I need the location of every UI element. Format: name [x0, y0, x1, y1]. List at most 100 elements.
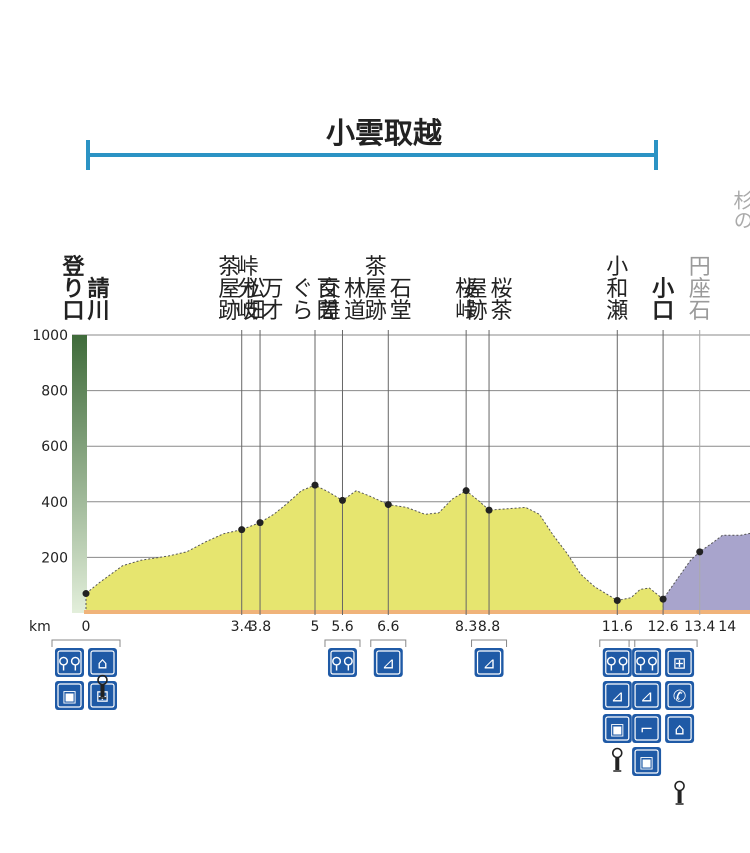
landmark-label-char: 道 [344, 299, 366, 324]
x-tick-label: 5 [311, 619, 320, 635]
svg-text:⊿: ⊿ [382, 654, 395, 673]
landmark-label-char: 円 [689, 255, 711, 280]
landmark-label-char: 川 [86, 299, 109, 324]
landmark-label-char: 石 [390, 277, 412, 302]
section-area [85, 484, 664, 614]
landmark-label-char: 屋 [218, 277, 240, 302]
section-bracket: 小雲取越 [86, 116, 658, 170]
landmark-label-char: 小 [606, 255, 628, 280]
svg-text:⚲⚲: ⚲⚲ [635, 654, 658, 673]
bench-icon: ⊿ [602, 681, 632, 710]
rest-house-icon: ⌂ [88, 648, 117, 677]
svg-text:▣: ▣ [639, 753, 654, 772]
landmark-label-char: 口 [62, 299, 84, 324]
svg-text:⌂: ⌂ [97, 654, 107, 673]
svg-text:⚲⚲: ⚲⚲ [58, 654, 81, 673]
landmark-label-char: 万 [262, 277, 284, 302]
landmark-label-char: 堂 [390, 299, 412, 324]
section-title: 小雲取越 [326, 116, 443, 150]
landmark-label: 小和瀬 [606, 255, 628, 324]
landmark-label-char: 跡 [365, 299, 387, 324]
facility-bracket [51, 639, 121, 647]
landmark-label-char: ぐ [291, 277, 313, 302]
toilet-icon: ⚲⚲ [632, 648, 662, 677]
facility-bracket [324, 639, 361, 647]
vending-machine-icon: ▣ [602, 714, 632, 743]
landmark-label-char: 座 [689, 277, 711, 302]
landmark-label-char: 請 [87, 276, 109, 302]
water-tap-icon [611, 747, 623, 772]
landmark-label-char: 岐 [237, 299, 259, 324]
x-tick-label: 0 [82, 619, 91, 635]
souvenir-icon: ⊞ [665, 648, 695, 677]
svg-text:⚲⚲: ⚲⚲ [331, 654, 354, 673]
landmark-label-char: 差 [319, 299, 341, 324]
landmark-label-char: 登 [61, 255, 85, 280]
landmark-label-char: 峠 [237, 255, 259, 280]
landmark-label-char: 峠 [455, 299, 477, 324]
svg-text:⌂: ⌂ [675, 720, 685, 739]
rest-house-icon: ⌂ [665, 714, 695, 743]
landmark-label-char: 小 [652, 277, 674, 302]
next-section-label: 杉の [730, 190, 750, 230]
landmark-label-char: 桜 [491, 277, 513, 302]
baseline-strip [84, 610, 750, 614]
landmarks: 請川登り口松畑茶屋跡万才峠分岐百間ぐら林道交差石堂茶屋跡桜峠桜茶屋跡小和瀬小口円… [61, 255, 711, 615]
svg-text:⚲⚲: ⚲⚲ [606, 654, 629, 673]
y-tick-label: 1000 [32, 328, 68, 344]
vending-machine-icon: ▣ [55, 681, 84, 710]
landmark-label-char: 口 [652, 299, 674, 324]
landmark-point [338, 496, 346, 504]
landmark-label-char: 林 [344, 277, 366, 302]
svg-text:▣: ▣ [62, 687, 77, 706]
x-tick-label: 5.6 [331, 619, 353, 635]
landmark-label-char: 跡 [466, 299, 488, 324]
landmark-label: 桜峠 [455, 277, 477, 324]
landmark-label-char: 石 [689, 299, 711, 324]
landmark-label-char: 茶 [491, 299, 513, 324]
chart-grid [72, 334, 750, 558]
toilet-icon: ⚲⚲ [327, 648, 357, 677]
elevation-scale-bar [72, 335, 87, 613]
water-fountain-icon: ⌐ [632, 714, 662, 743]
bench-icon: ⊿ [474, 648, 504, 677]
svg-text:⊿: ⊿ [482, 654, 495, 673]
landmark-label-char: 百 [316, 277, 338, 302]
landmark-label-char: り [62, 277, 84, 302]
water-tap-icon [97, 674, 108, 699]
y-tick-label: 600 [41, 439, 68, 455]
landmark-point [696, 548, 704, 556]
facility-bracket [628, 639, 698, 647]
toilet-icon: ⚲⚲ [55, 648, 84, 677]
landmark-point [462, 487, 470, 495]
facility-bracket [370, 639, 407, 647]
landmark-label-char: 松 [243, 277, 265, 302]
facility-bracket [599, 639, 636, 647]
landmark-label-char: 才 [262, 299, 284, 324]
landmark-label-char: 畑 [243, 299, 265, 324]
landmark-point [256, 519, 264, 527]
y-tick-label: 200 [41, 550, 68, 566]
svg-text:⊞: ⊞ [673, 654, 686, 673]
landmark-point [485, 506, 493, 514]
landmark-label-char: 和 [606, 277, 628, 302]
x-tick-label: 8.3 [455, 619, 477, 635]
landmark-label-char: 間 [316, 299, 338, 324]
x-tick-label: 11.6 [602, 619, 633, 635]
landmark-label-char: 分 [237, 277, 259, 302]
x-tick-label: 13.4 [684, 619, 715, 635]
landmark-label-char: 桜 [455, 277, 477, 302]
svg-text:⌐: ⌐ [640, 720, 653, 739]
svg-text:⊿: ⊿ [611, 687, 624, 706]
landmark-label-char: 屋 [466, 277, 488, 302]
landmark-label-char: 跡 [218, 299, 240, 324]
x-tick-label: 12.6 [647, 619, 678, 635]
vending-machine-icon: ▣ [632, 747, 662, 776]
landmark-label-char: 屋 [365, 277, 387, 302]
landmark-label-char: 茶 [218, 255, 240, 280]
